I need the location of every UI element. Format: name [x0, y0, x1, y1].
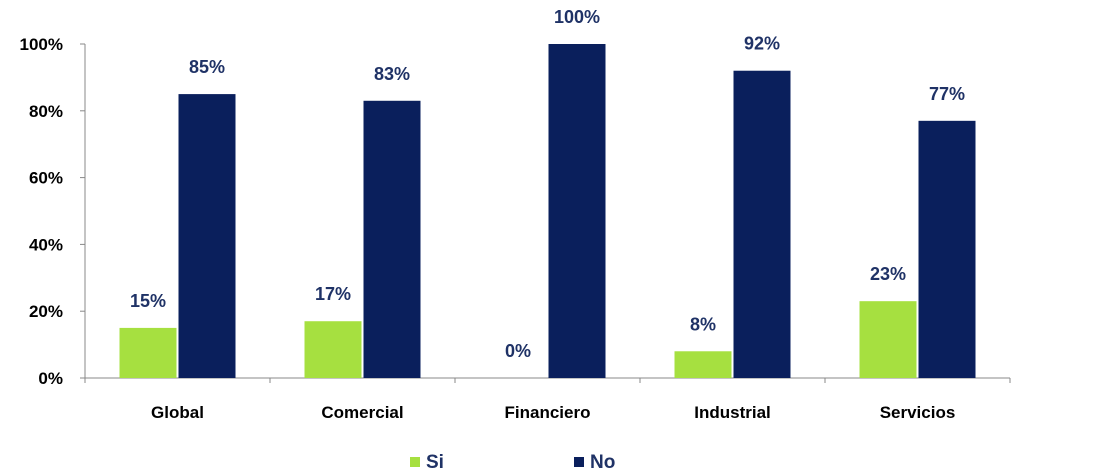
x-tick-label: Comercial [321, 403, 403, 422]
y-tick-label: 60% [29, 169, 63, 188]
y-tick-label: 100% [20, 35, 63, 54]
data-label: 8% [690, 314, 716, 334]
data-label: 0% [505, 341, 531, 361]
bar-no [733, 70, 791, 378]
data-label: 85% [189, 57, 225, 77]
data-labels: 15% 85% 17% 83% 0% 100% 8% 92% 23% 77% [130, 7, 965, 361]
bar-no [918, 120, 976, 378]
legend: Si No [410, 452, 615, 472]
x-tick-label: Industrial [694, 403, 771, 422]
data-label: 92% [744, 34, 780, 54]
legend-label: No [590, 452, 615, 472]
bars [119, 44, 976, 378]
y-tick-label: 40% [29, 235, 63, 254]
legend-label: Si [426, 452, 444, 472]
y-tick-label: 80% [29, 102, 63, 121]
bar-no [178, 94, 236, 378]
data-label: 83% [374, 64, 410, 84]
data-label: 17% [315, 284, 351, 304]
x-tick-label: Servicios [880, 403, 956, 422]
bar-no [548, 44, 606, 378]
y-tick-label: 20% [29, 302, 63, 321]
bar-si [119, 327, 177, 378]
data-label: 23% [870, 264, 906, 284]
y-tick-label: 0% [38, 369, 63, 388]
data-label: 77% [929, 84, 965, 104]
data-label: 100% [554, 7, 600, 27]
x-tick-label: Financiero [505, 403, 591, 422]
bar-no [363, 100, 421, 378]
bar-si [859, 301, 917, 378]
bar-si [674, 351, 732, 378]
x-tick-label: Global [151, 403, 204, 422]
legend-swatch [410, 457, 420, 467]
data-label: 15% [130, 291, 166, 311]
legend-swatch [574, 457, 584, 467]
axes: 0% 20% 40% 60% 80% 100% Global Comercial Financi… [20, 35, 1011, 422]
bar-si [304, 321, 362, 378]
